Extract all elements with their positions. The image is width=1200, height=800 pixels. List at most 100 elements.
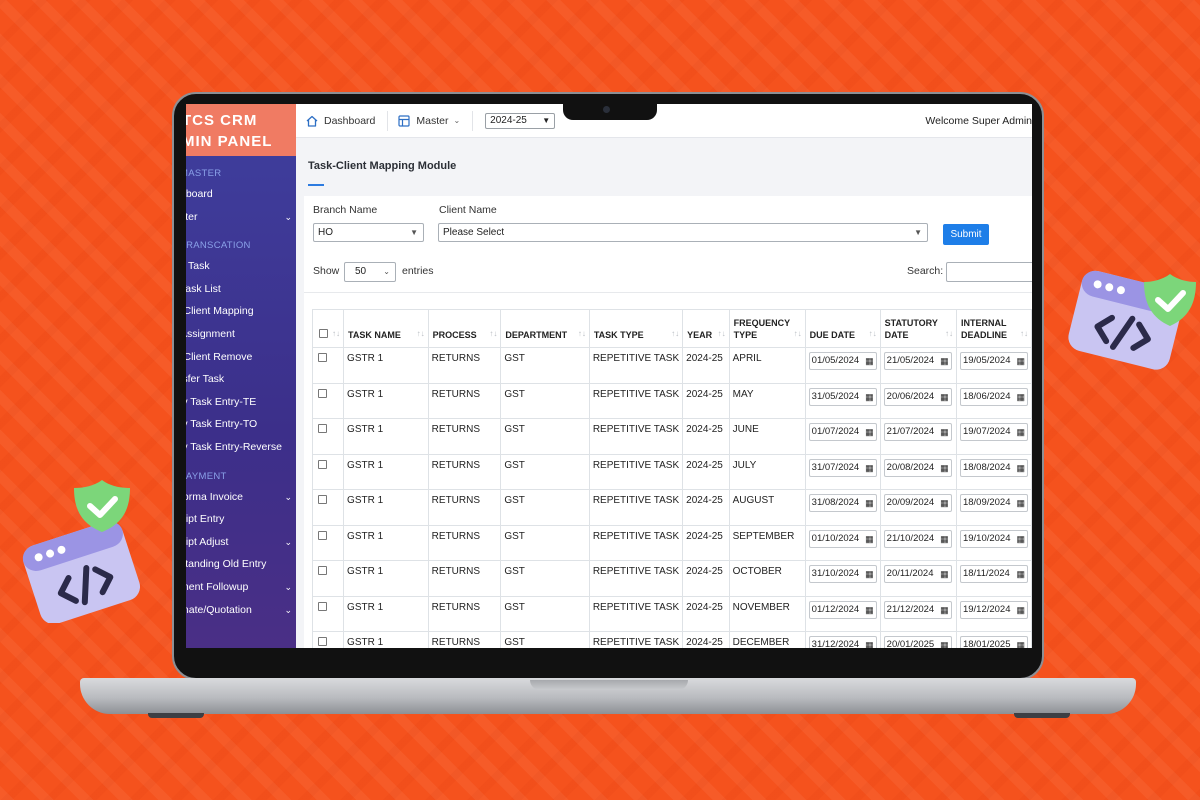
internal-date-input[interactable]: 18/11/2024 ▦ xyxy=(959,565,1028,583)
sort-icon[interactable]: ↑↓ xyxy=(717,329,726,338)
sort-icon[interactable]: ↑↓ xyxy=(577,329,586,338)
stat-date-input[interactable]: 20/06/2024 ▦ xyxy=(883,387,952,406)
row-checkbox[interactable] xyxy=(318,637,327,646)
calendar-icon[interactable]: ▦ xyxy=(865,427,874,437)
row-checkbox[interactable] xyxy=(318,424,327,433)
stat-date-input[interactable]: 21/07/2024 ▦ xyxy=(883,423,952,441)
calendar-icon[interactable]: ▦ xyxy=(940,640,949,648)
due-date-input[interactable]: 31/10/2024 ▦ xyxy=(808,565,877,583)
stat-date-input[interactable]: 20/09/2024 ▦ xyxy=(883,494,952,512)
dashboard-link[interactable]: Dashboard xyxy=(306,115,375,127)
calendar-icon[interactable]: ▦ xyxy=(940,356,949,366)
calendar-icon[interactable]: ▦ xyxy=(940,604,949,615)
calendar-icon[interactable]: ▦ xyxy=(940,569,949,579)
sidebar-item-forma-invoice[interactable]: forma Invoice ⌄ xyxy=(186,486,296,509)
submit-button[interactable]: Submit xyxy=(943,224,989,245)
sort-icon[interactable]: ↑↓ xyxy=(332,329,341,338)
sort-icon[interactable]: ↑↓ xyxy=(489,329,498,338)
entries-select[interactable]: 50 ⌄ xyxy=(344,262,396,282)
column-header-internal-deadline[interactable]: INTERNAL DEADLINE ↑↓ xyxy=(955,309,1032,348)
sidebar-item-eipt-adjust[interactable]: eipt Adjust ⌄ xyxy=(186,531,296,554)
calendar-icon[interactable]: ▦ xyxy=(1016,498,1025,508)
search-input[interactable] xyxy=(946,262,1032,282)
calendar-icon[interactable]: ▦ xyxy=(865,462,874,473)
row-checkbox[interactable] xyxy=(318,530,327,540)
calendar-icon[interactable]: ▦ xyxy=(1016,533,1025,544)
sidebar-item-ment-followup[interactable]: ment Followup ⌄ xyxy=(186,576,296,599)
sidebar-item-ly-task-entry-reverse[interactable]: ly Task Entry-Reverse xyxy=(186,436,296,459)
sidebar-item-mate-quotation[interactable]: mate/Quotation ⌄ xyxy=(186,599,296,622)
column-header-year[interactable]: YEAR ↑↓ xyxy=(682,309,730,348)
calendar-icon[interactable]: ▦ xyxy=(1016,391,1025,402)
stat-date-input[interactable]: 21/10/2024 ▦ xyxy=(883,529,952,548)
due-date-input[interactable]: 31/08/2024 ▦ xyxy=(808,494,877,512)
column-header-due-date[interactable]: DUE DATE ↑↓ xyxy=(804,309,881,348)
internal-date-input[interactable]: 19/10/2024 ▦ xyxy=(959,529,1028,548)
sidebar-item-ly-task-entry-to[interactable]: ly Task Entry-TO xyxy=(186,413,296,436)
sidebar-item-client-mapping[interactable]: -Client Mapping xyxy=(186,300,296,323)
due-date-input[interactable]: 31/05/2024 ▦ xyxy=(808,387,877,406)
due-date-input[interactable]: 31/12/2024 ▦ xyxy=(808,636,877,648)
sidebar-item-eipt-entry[interactable]: eipt Entry xyxy=(186,508,296,531)
column-header-process[interactable]: PROCESS ↑↓ xyxy=(427,309,502,348)
row-checkbox[interactable] xyxy=(318,495,327,504)
sort-icon[interactable]: ↑↓ xyxy=(944,329,953,338)
calendar-icon[interactable]: ▦ xyxy=(865,569,874,579)
sort-icon[interactable]: ↑↓ xyxy=(416,329,425,338)
sidebar-item-isfer-task[interactable]: isfer Task xyxy=(186,368,296,391)
calendar-icon[interactable]: ▦ xyxy=(1016,427,1025,437)
client-select[interactable]: Please Select ▼ xyxy=(438,223,928,242)
due-date-input[interactable]: 01/10/2024 ▦ xyxy=(808,529,877,548)
row-checkbox[interactable] xyxy=(318,353,327,362)
calendar-icon[interactable]: ▦ xyxy=(865,604,874,615)
calendar-icon[interactable]: ▦ xyxy=(865,356,874,366)
internal-date-input[interactable]: 19/12/2024 ▦ xyxy=(959,600,1028,619)
calendar-icon[interactable]: ▦ xyxy=(865,533,874,544)
sort-icon[interactable]: ↑↓ xyxy=(793,329,802,338)
select-all-checkbox[interactable] xyxy=(319,329,328,338)
column-header-department[interactable]: DEPARTMENT ↑↓ xyxy=(500,309,590,348)
stat-date-input[interactable]: 20/11/2024 ▦ xyxy=(883,565,952,583)
internal-date-input[interactable]: 18/06/2024 ▦ xyxy=(959,387,1028,406)
internal-date-input[interactable]: 19/07/2024 ▦ xyxy=(959,423,1028,441)
sort-icon[interactable]: ↑↓ xyxy=(671,329,680,338)
column-header-task-type[interactable]: TASK TYPE ↑↓ xyxy=(588,309,684,348)
select-all-header[interactable]: ↑↓ xyxy=(311,309,345,348)
stat-date-input[interactable]: 21/12/2024 ▦ xyxy=(883,600,952,619)
column-header-frequency-type[interactable]: FREQUENCY TYPE ↑↓ xyxy=(728,309,806,348)
sort-icon[interactable]: ↑↓ xyxy=(1020,329,1028,338)
column-header-statutory-date[interactable]: STATUTORY DATE ↑↓ xyxy=(879,309,957,348)
internal-date-input[interactable]: 18/08/2024 ▦ xyxy=(959,458,1028,477)
calendar-icon[interactable]: ▦ xyxy=(1016,569,1025,579)
sidebar-item-client-remove[interactable]: -Client Remove xyxy=(186,346,296,369)
internal-date-input[interactable]: 18/01/2025 ▦ xyxy=(959,636,1028,648)
sidebar-item-task-list[interactable]: Task List xyxy=(186,278,296,301)
calendar-icon[interactable]: ▦ xyxy=(1016,604,1025,615)
calendar-icon[interactable]: ▦ xyxy=(1016,462,1025,473)
calendar-icon[interactable]: ▦ xyxy=(1016,640,1025,648)
sidebar-item-ly-task-entry-te[interactable]: ly Task Entry-TE xyxy=(186,391,296,414)
stat-date-input[interactable]: 20/01/2025 ▦ xyxy=(883,636,952,648)
column-header-task-name[interactable]: TASK NAME ↑↓ xyxy=(343,309,429,348)
calendar-icon[interactable]: ▦ xyxy=(940,462,949,473)
due-date-input[interactable]: 01/12/2024 ▦ xyxy=(808,600,877,619)
stat-date-input[interactable]: 20/08/2024 ▦ xyxy=(883,458,952,477)
sort-icon[interactable]: ↑↓ xyxy=(868,329,877,338)
calendar-icon[interactable]: ▦ xyxy=(865,640,874,648)
due-date-input[interactable]: 31/07/2024 ▦ xyxy=(808,458,877,477)
internal-date-input[interactable]: 19/05/2024 ▦ xyxy=(959,352,1028,370)
internal-date-input[interactable]: 18/09/2024 ▦ xyxy=(959,494,1028,512)
calendar-icon[interactable]: ▦ xyxy=(1016,356,1025,366)
stat-date-input[interactable]: 21/05/2024 ▦ xyxy=(883,352,952,370)
row-checkbox[interactable] xyxy=(318,601,327,611)
sidebar-item-hboard[interactable]: hboard xyxy=(186,183,296,206)
sidebar-item-standing-old-entry[interactable]: standing Old Entry xyxy=(186,553,296,576)
calendar-icon[interactable]: ▦ xyxy=(940,427,949,437)
sidebar-item-ster[interactable]: ster ⌄ xyxy=(186,206,296,229)
calendar-icon[interactable]: ▦ xyxy=(940,533,949,544)
financial-year-select[interactable]: 2024-25 ▼ xyxy=(485,112,556,129)
due-date-input[interactable]: 01/05/2024 ▦ xyxy=(808,352,877,370)
calendar-icon[interactable]: ▦ xyxy=(865,498,874,508)
calendar-icon[interactable]: ▦ xyxy=(940,391,949,402)
row-checkbox[interactable] xyxy=(318,566,327,575)
